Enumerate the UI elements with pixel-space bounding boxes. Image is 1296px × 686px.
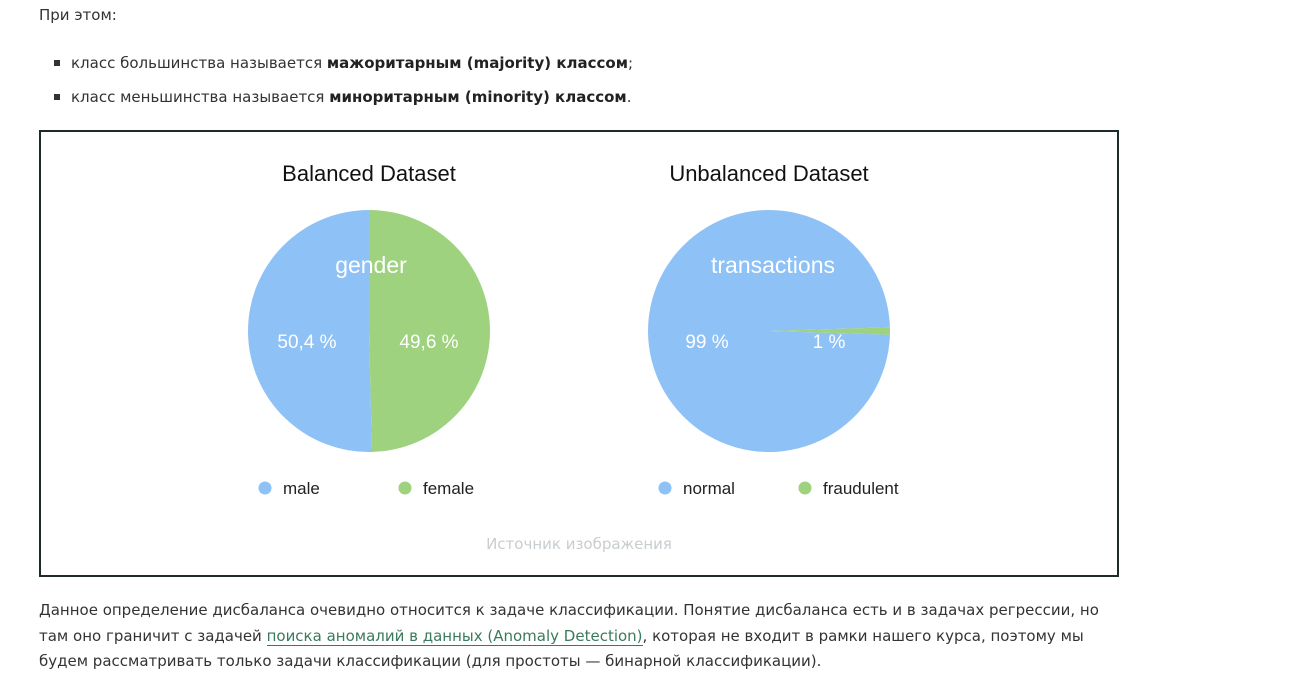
legend-marker-fraudulent: [798, 481, 812, 495]
chart-title: Unbalanced Dataset: [669, 161, 868, 186]
paragraph-text-before: Данное определение дисбаланса очевидно о…: [39, 601, 1099, 645]
image-source-caption[interactable]: Источник изображения: [486, 535, 672, 553]
legend-label-female: female: [423, 479, 474, 498]
list-item-suffix: .: [626, 88, 632, 106]
legend-label-male: male: [283, 479, 320, 498]
body-paragraph: Данное определение дисбаланса очевидно о…: [39, 598, 1129, 675]
pie-slice-female: [369, 210, 490, 452]
pie-slice-label: 49,6 %: [399, 332, 458, 353]
pie-slice-label: 1 %: [813, 332, 846, 353]
definition-list: класс большинства называется мажоритарны…: [39, 50, 633, 118]
legend-marker-male: [258, 481, 272, 495]
legend-label-normal: normal: [683, 479, 735, 498]
legend-marker-female: [398, 481, 412, 495]
pie-slice-normal: [648, 210, 890, 452]
pie-charts-figure: Balanced Dataset gender 50,4 % 49,6 % male fe…: [39, 130, 1119, 577]
bullet-square-icon: [54, 94, 60, 100]
pie-slice-male: [247, 210, 373, 453]
list-item-term: миноритарным (minority) классом: [329, 88, 627, 106]
pie-slice-fraudulent: [769, 327, 890, 335]
bullet-square-icon: [54, 60, 60, 66]
pie-slice-label: 50,4 %: [277, 332, 336, 353]
pie-slice-label: 99 %: [685, 332, 728, 353]
intro-text: При этом:: [39, 6, 117, 24]
pie-center-label: transactions: [711, 252, 835, 278]
legend-label-fraudulent: fraudulent: [823, 479, 899, 498]
anomaly-detection-link[interactable]: поиска аномалий в данных (Anomaly Detect…: [266, 626, 643, 646]
list-item-suffix: ;: [627, 54, 634, 72]
pie-center-label: gender: [335, 252, 407, 278]
paragraph-text-after: , которая не входит в рамки нашего курса…: [39, 626, 1084, 671]
list-item-prefix: класс большинства называется: [71, 54, 327, 72]
list-item: класс большинства называется мажоритарны…: [39, 50, 633, 84]
list-item-term: мажоритарным (majority) классом: [326, 54, 628, 72]
chart-title: Balanced Dataset: [282, 161, 456, 186]
list-item: класс меньшинства называется миноритарны…: [39, 84, 633, 118]
legend-marker-normal: [658, 481, 672, 495]
pie-charts-svg: Balanced Dataset gender 50,4 % 49,6 % male fe…: [247, 161, 899, 498]
list-item-prefix: класс меньшинства называется: [71, 88, 330, 106]
